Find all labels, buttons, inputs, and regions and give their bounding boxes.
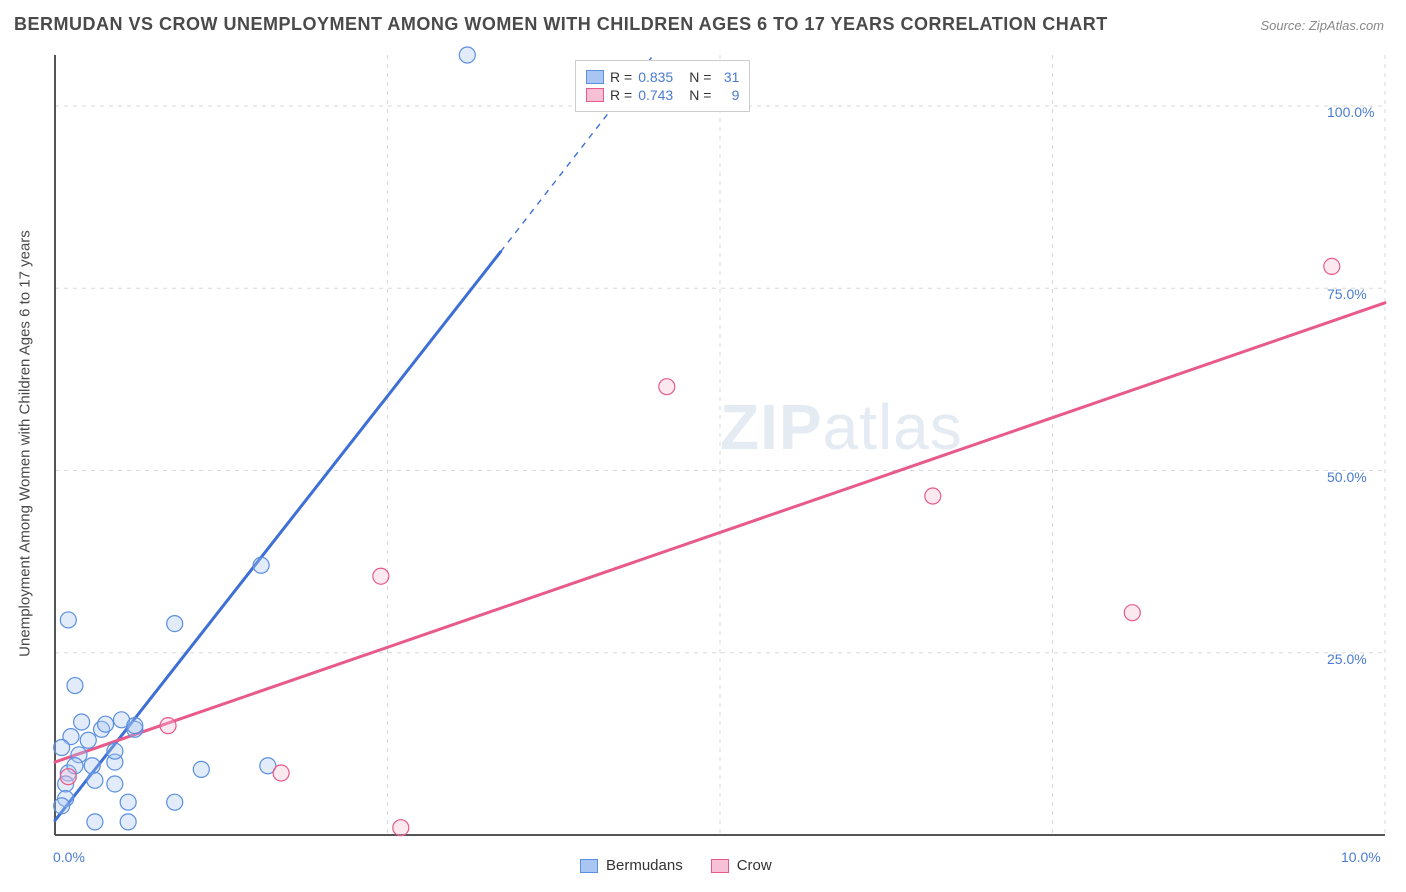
swatch-crow [711, 859, 729, 873]
legend-item-bermudans: Bermudans [580, 857, 683, 874]
legend-r-value-crow: 0.743 [638, 87, 673, 103]
axis-tick-label: 75.0% [1327, 286, 1367, 302]
legend-row-bermudans: R = 0.835 N = 31 [586, 69, 739, 85]
axis-tick-label: 50.0% [1327, 469, 1367, 485]
legend-r-value-bermudans: 0.835 [638, 69, 673, 85]
axis-tick-label: 100.0% [1327, 104, 1374, 120]
swatch-crow [586, 88, 604, 102]
legend-r-label: R = [610, 69, 632, 85]
axis-tick-label: 10.0% [1341, 849, 1381, 865]
chart-title: BERMUDAN VS CROW UNEMPLOYMENT AMONG WOME… [14, 14, 1108, 35]
swatch-bermudans [580, 859, 598, 873]
swatch-bermudans [586, 70, 604, 84]
chart-plot-area: ZIPatlas [55, 55, 1385, 835]
legend-label-crow: Crow [737, 857, 772, 874]
legend-n-label: N = [689, 69, 711, 85]
correlation-legend: R = 0.835 N = 31 R = 0.743 N = 9 [575, 60, 750, 112]
legend-r-label: R = [610, 87, 632, 103]
legend-n-label: N = [689, 87, 711, 103]
chart-svg [55, 55, 1385, 835]
legend-label-bermudans: Bermudans [606, 857, 683, 874]
axis-tick-label: 25.0% [1327, 651, 1367, 667]
legend-n-value-crow: 9 [717, 87, 739, 103]
source-attribution: Source: ZipAtlas.com [1260, 18, 1384, 33]
legend-item-crow: Crow [711, 857, 772, 874]
series-legend: Bermudans Crow [580, 857, 772, 874]
legend-row-crow: R = 0.743 N = 9 [586, 87, 739, 103]
legend-n-value-bermudans: 31 [717, 69, 739, 85]
y-axis-label: Unemployment Among Women with Children A… [17, 194, 34, 694]
axis-tick-label: 0.0% [53, 849, 85, 865]
